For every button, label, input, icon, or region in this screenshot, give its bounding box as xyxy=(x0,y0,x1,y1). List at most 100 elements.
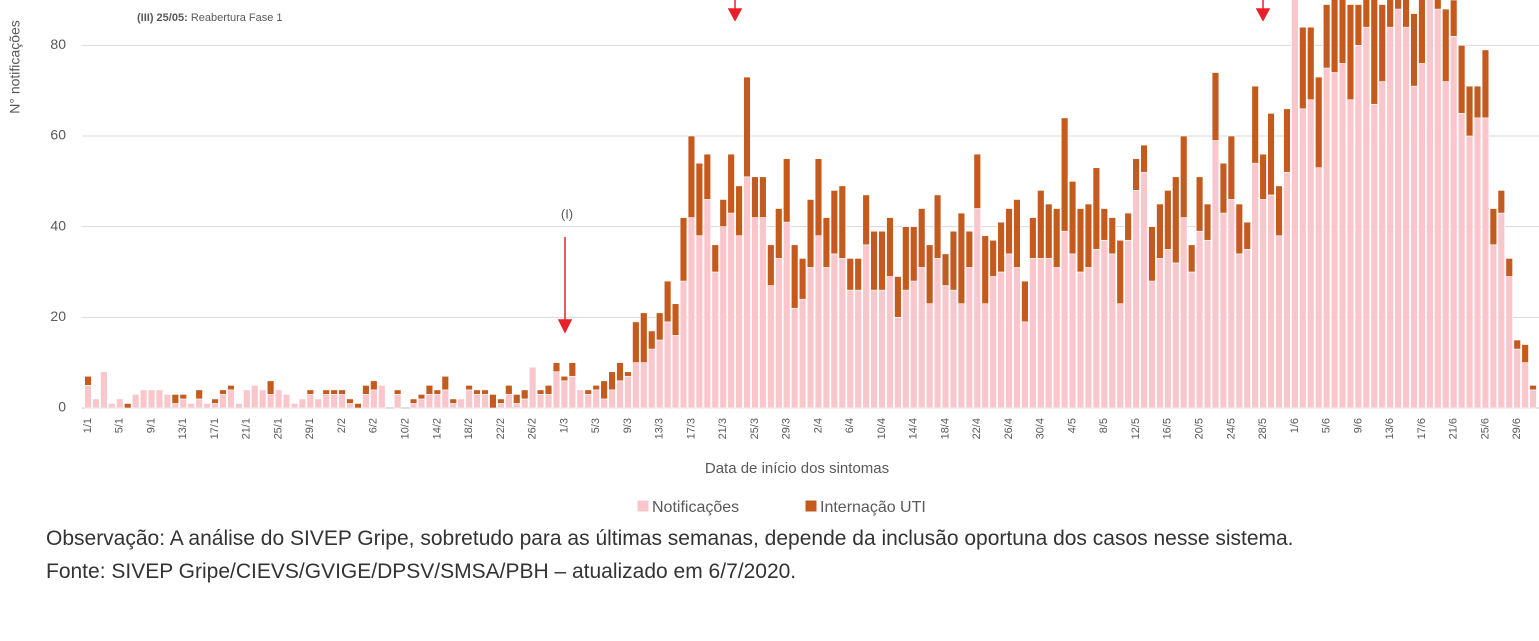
bar-segment xyxy=(648,330,656,350)
bar-segment xyxy=(155,389,164,409)
bar-segment xyxy=(306,394,314,409)
x-tick-label: 13/1 xyxy=(177,418,189,439)
chart: N° notificações Data de início dos sinto… xyxy=(7,0,1539,516)
bar-segment xyxy=(521,389,529,400)
bar-segment xyxy=(743,176,751,409)
bar-segment xyxy=(370,389,378,409)
x-tick-label: 28/5 xyxy=(1257,418,1269,439)
bar-segment xyxy=(679,280,688,409)
bar-segment xyxy=(171,403,180,409)
bar-segment xyxy=(783,158,791,223)
bar-segment xyxy=(266,380,275,395)
bar-segment xyxy=(552,362,561,373)
x-tick-label: 30/4 xyxy=(1035,418,1047,439)
bar-segment xyxy=(735,235,743,409)
bar-segment xyxy=(322,389,330,395)
bar-segment xyxy=(1021,321,1029,409)
x-tick-label: 2/2 xyxy=(336,418,348,433)
x-tick-label: 4/5 xyxy=(1066,418,1078,433)
bar-segment xyxy=(131,394,140,409)
note: Fonte: SIVEP Gripe/CIEVS/GVIGE/DPSV/SMSA… xyxy=(46,560,797,583)
bar-segment xyxy=(306,389,314,395)
bar-segment xyxy=(346,398,354,404)
bar-segment xyxy=(195,398,203,409)
bar-segment xyxy=(219,389,227,395)
bar-segment xyxy=(568,362,577,377)
bar-segment xyxy=(838,258,846,409)
bar-segment xyxy=(798,258,807,300)
bar-segment xyxy=(1299,108,1307,409)
bar-segment xyxy=(139,389,148,409)
bar-segment xyxy=(100,371,108,409)
bar-segment xyxy=(1275,235,1283,409)
x-tick-label: 21/3 xyxy=(717,418,729,439)
bar-segment xyxy=(822,217,831,268)
bar-segment xyxy=(949,230,958,291)
bar-segment xyxy=(124,403,132,409)
x-tick-label: 18/2 xyxy=(463,418,475,439)
bar-segment xyxy=(338,394,346,409)
bar-segment xyxy=(266,394,275,409)
bar-segment xyxy=(600,380,608,400)
bar-segment xyxy=(775,258,783,409)
bar-segment xyxy=(457,398,465,409)
bar-segment xyxy=(1068,253,1077,409)
bar-segment xyxy=(322,394,330,409)
bar-segment xyxy=(378,385,386,409)
x-tick-label: 6/2 xyxy=(368,418,380,433)
bar-segment xyxy=(1442,81,1450,409)
bar-segment xyxy=(1124,239,1132,409)
y-tick-label: 80 xyxy=(50,36,66,52)
bar-segment xyxy=(1529,389,1537,409)
bar-segment xyxy=(624,371,632,377)
bar-segment xyxy=(1005,208,1013,255)
bar-segment xyxy=(1068,181,1077,255)
bar-segment xyxy=(505,394,513,409)
y-axis-title: N° notificações xyxy=(7,20,23,114)
bar-segment xyxy=(1227,135,1236,200)
bar-segment xyxy=(1045,203,1053,259)
bar-segment xyxy=(1513,339,1521,350)
x-tick-label: 17/6 xyxy=(1416,418,1428,439)
bar-segment xyxy=(1132,158,1140,191)
x-axis-title: Data de início dos sintomas xyxy=(705,460,889,477)
bar-segment xyxy=(1219,212,1228,409)
bar-segment xyxy=(1251,85,1259,164)
bar-segment xyxy=(1521,344,1529,363)
x-tick-label: 13/3 xyxy=(654,418,666,439)
legend-label: Notificações xyxy=(652,499,739,516)
bar-segment xyxy=(965,230,974,268)
arrow-head xyxy=(727,8,743,22)
bar-segment xyxy=(592,385,600,391)
bar-segment xyxy=(1410,13,1418,87)
bar-segment xyxy=(989,276,997,409)
bar-segment xyxy=(1489,244,1498,409)
bar-segment xyxy=(544,385,553,395)
bar-segment xyxy=(1259,199,1267,409)
bar-segment xyxy=(393,394,402,409)
x-tick-label: 10/4 xyxy=(876,418,888,439)
y-tick-label: 0 xyxy=(58,399,66,415)
bar-segment xyxy=(1195,176,1204,232)
bar-segment xyxy=(933,258,942,409)
bar-segment xyxy=(1434,8,1442,409)
bar-segment xyxy=(616,380,624,409)
x-tick-label: 16/5 xyxy=(1162,418,1174,439)
bar-segment xyxy=(1076,271,1085,409)
bar-segment xyxy=(854,289,862,409)
bar-segment xyxy=(1489,208,1498,246)
bar-segment xyxy=(449,398,457,404)
legend: Notificações Internação UTI xyxy=(636,499,926,516)
bar-segment xyxy=(1187,244,1196,273)
bar-segment xyxy=(1338,63,1347,409)
bar-segment xyxy=(473,394,481,409)
bar-segment xyxy=(925,303,934,409)
bar-segment xyxy=(1354,45,1363,409)
x-tick-label: 24/5 xyxy=(1225,418,1237,439)
x-tick-label: 26/2 xyxy=(527,418,539,439)
bar-segment xyxy=(965,267,974,409)
bar-segment xyxy=(243,389,251,409)
bar-segment xyxy=(417,398,426,409)
bar-segment xyxy=(711,271,719,409)
bar-segment xyxy=(957,212,966,305)
